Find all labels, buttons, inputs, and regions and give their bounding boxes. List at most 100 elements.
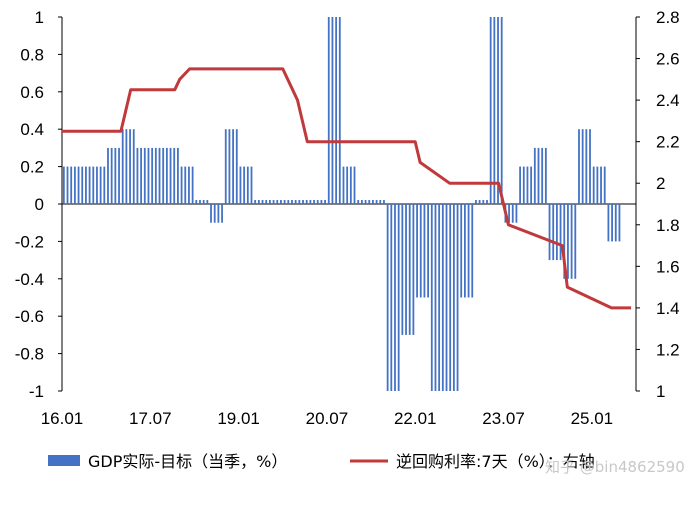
gdp-bar-stripe: [114, 147, 117, 204]
gdp-bar: [475, 200, 488, 204]
gdp-bar-stripe: [544, 147, 547, 204]
gdp-bar-stripe: [475, 200, 477, 204]
gdp-bar-stripe: [419, 204, 422, 298]
gdp-bar-stripe: [180, 166, 183, 204]
gdp-bar: [357, 200, 371, 204]
right-tick-label: 1.2: [656, 340, 680, 359]
gdp-bar-stripe: [239, 166, 242, 204]
gdp-bar-stripe: [489, 17, 492, 204]
gdp-bar-stripe: [471, 204, 474, 298]
gdp-bar-stripe: [589, 129, 591, 204]
gdp-bar-stripe: [88, 166, 91, 204]
tick-labels: 1 0.8 0.6 0.4 0.2 0 -0.2 -0.4 -0.6 -0.8 -1 2.8 2.6 2.…: [15, 8, 680, 428]
gdp-bar-stripe: [537, 147, 540, 204]
repo-rate-path: [62, 67, 632, 310]
gdp-bar: [224, 129, 238, 204]
gdp-bar-stripe: [191, 166, 194, 204]
gdp-bar-stripe: [184, 166, 187, 204]
gdp-bar: [107, 147, 120, 204]
x-tick-label: 25.01: [571, 409, 614, 428]
gdp-bar-stripe: [346, 166, 349, 204]
right-tick-label: 2: [656, 174, 665, 193]
gdp-bar-stripe: [250, 166, 253, 204]
gdp-bar-stripe: [305, 200, 308, 204]
gdp-bar-stripe: [154, 147, 157, 204]
gdp-bar-stripe: [372, 200, 374, 204]
gdp-bar-stripe: [62, 166, 65, 204]
gdp-bar-stripe: [585, 129, 588, 204]
gdp-bar: [283, 200, 297, 204]
gdp-bar-stripe: [213, 204, 216, 223]
gdp-bar-stripe: [522, 166, 525, 204]
gdp-bar: [416, 204, 430, 298]
right-tick-label: 2.6: [656, 50, 680, 69]
x-tick-label: 17.07: [129, 409, 172, 428]
gdp-bar: [62, 166, 76, 204]
gdp-bar: [268, 200, 282, 204]
gdp-bar-stripe: [460, 204, 463, 298]
gdp-bar-stripe: [449, 204, 452, 391]
gdp-bar-stripe: [600, 166, 602, 204]
gdp-bar-stripe: [151, 147, 154, 204]
gdp-bar-stripe: [327, 17, 330, 204]
gdp-bar-stripe: [581, 129, 584, 204]
gdp-bar-stripe: [298, 200, 301, 204]
gdp-bar-stripe: [206, 200, 209, 204]
gdp-bar-stripe: [287, 200, 290, 204]
gdp-bar-stripe: [379, 200, 382, 204]
gdp-bar-stripe: [235, 129, 238, 204]
left-tick-label: 0.6: [20, 83, 44, 102]
gdp-bar-stripe: [77, 166, 80, 204]
gdp-bar-stripe: [452, 204, 455, 391]
right-tick-label: 2.2: [656, 133, 680, 152]
gdp-bar: [151, 147, 165, 204]
gdp-bar-stripe: [353, 166, 356, 204]
gdp-bar-stripe: [493, 17, 496, 204]
gdp-bar-stripe: [530, 166, 533, 204]
gdp-bar-stripe: [217, 204, 220, 223]
gdp-bar: [298, 200, 312, 204]
gdp-bar: [372, 200, 385, 204]
gdp-bar-stripe: [482, 200, 485, 204]
left-tick-label: -0.8: [15, 345, 44, 364]
gdp-bar-stripe: [607, 204, 610, 242]
gdp-bar: [136, 147, 150, 204]
gdp-bar-stripe: [500, 17, 503, 204]
gdp-bar-stripe: [596, 166, 599, 204]
gdp-bar-stripe: [276, 200, 279, 204]
legend: GDP实际-目标（当季，%） 逆回购利率:7天（%）：右轴: [48, 452, 595, 471]
gdp-bar-stripe: [559, 204, 562, 261]
x-tick-label: 22.01: [394, 409, 437, 428]
gdp-bar-stripe: [375, 200, 378, 204]
gdp-bar: [313, 200, 326, 204]
gdp-bar-stripe: [497, 17, 499, 204]
gdp-bar-stripe: [548, 204, 551, 261]
gdp-bar: [607, 204, 621, 242]
gdp-bar-stripe: [519, 166, 521, 204]
gdp-bar: [519, 166, 533, 204]
gdp-bar-stripe: [511, 204, 514, 223]
gdp-bar-stripe: [202, 200, 205, 204]
gdp-bar-stripe: [118, 147, 120, 204]
gdp-bar-stripe: [508, 204, 510, 223]
right-tick-label: 1.4: [656, 299, 680, 318]
gdp-bar-stripe: [445, 204, 448, 391]
gdp-bar-stripe: [349, 166, 352, 204]
gdp-bar: [489, 17, 503, 204]
gdp-bar-stripe: [563, 204, 566, 279]
gdp-bar: [430, 204, 444, 391]
gdp-bar-stripe: [541, 147, 544, 204]
gdp-bar: [563, 204, 577, 279]
gdp-bar: [239, 166, 253, 204]
gdp-bar-stripe: [268, 200, 271, 204]
gdp-bar-stripe: [121, 129, 124, 204]
gdp-bar-stripe: [147, 147, 150, 204]
left-tick-label: 0.8: [20, 45, 44, 64]
right-tick-label: 2.8: [656, 8, 680, 27]
gdp-bar-stripe: [533, 147, 536, 204]
gdp-bar-stripe: [129, 129, 131, 204]
legend-bar-label: GDP实际-目标（当季，%）: [88, 452, 287, 471]
gdp-bar: [401, 204, 415, 335]
gdp-bar-stripe: [232, 129, 234, 204]
gdp-bar-stripe: [416, 204, 418, 298]
